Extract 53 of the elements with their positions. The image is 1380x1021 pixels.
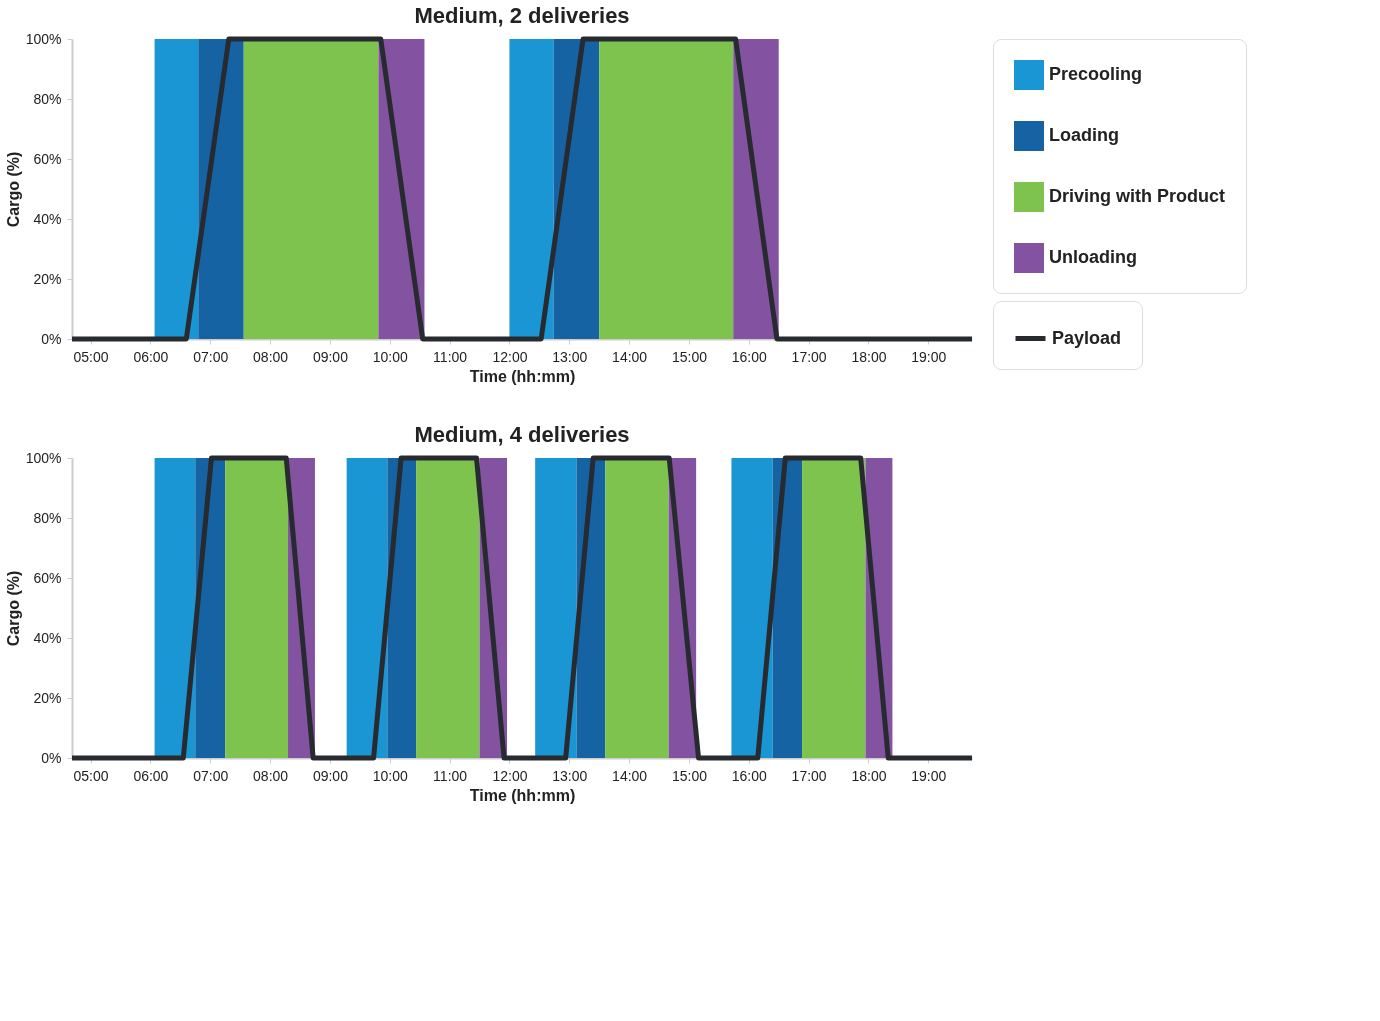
x-tick-label: 12:00 [492, 767, 528, 784]
x-tick-label: 19:00 [911, 767, 947, 784]
x-axis-title: Time (hh:mm) [469, 367, 576, 385]
x-tick-label: 07:00 [193, 348, 229, 365]
y-tick-label: 0% [41, 749, 62, 766]
y-axis-title: Cargo (%) [4, 570, 22, 647]
x-tick-label: 18:00 [851, 348, 887, 365]
y-tick-label: 20% [33, 689, 62, 706]
legend-label: Payload [1052, 327, 1122, 348]
x-tick-label: 13:00 [552, 348, 588, 365]
x-tick-label: 08:00 [253, 767, 289, 784]
chart-title: Medium, 2 deliveries [414, 3, 630, 28]
legend-label: Precooling [1049, 64, 1143, 84]
x-tick-label: 08:00 [253, 348, 289, 365]
x-tick-label: 05:00 [73, 348, 109, 365]
x-tick-label: 10:00 [372, 767, 408, 784]
legend-label: Loading [1049, 125, 1119, 145]
y-tick-label: 20% [33, 270, 62, 287]
x-tick-label: 11:00 [433, 767, 468, 784]
x-tick-label: 16:00 [731, 348, 768, 365]
x-tick-label: 14:00 [612, 767, 648, 784]
x-tick-label: 19:00 [911, 348, 947, 365]
legend-label: Driving with Product [1049, 186, 1226, 206]
x-tick-label: 10:00 [372, 348, 408, 365]
x-tick-label: 12:00 [492, 348, 528, 365]
y-tick-label: 60% [33, 150, 62, 167]
y-tick-label: 80% [33, 90, 62, 107]
x-tick-label: 09:00 [312, 767, 349, 784]
x-tick-label: 14:00 [612, 348, 648, 365]
x-tick-label: 05:00 [73, 767, 109, 784]
x-tick-label: 16:00 [731, 767, 768, 784]
x-tick-label: 06:00 [133, 348, 169, 365]
x-tick-label: 15:00 [671, 348, 708, 365]
y-axis-title: Cargo (%) [4, 151, 22, 228]
x-tick-label: 13:00 [552, 767, 588, 784]
y-tick-label: 40% [33, 629, 62, 646]
y-tick-label: 60% [33, 569, 62, 586]
x-tick-label: 15:00 [671, 767, 708, 784]
x-tick-label: 17:00 [791, 767, 827, 784]
chart-title: Medium, 4 deliveries [414, 422, 630, 447]
y-tick-label: 100% [25, 449, 62, 466]
y-tick-label: 40% [33, 210, 62, 227]
legend-label: Unloading [1049, 247, 1137, 267]
y-tick-label: 0% [41, 330, 62, 347]
x-tick-label: 06:00 [133, 767, 169, 784]
x-tick-label: 17:00 [791, 348, 827, 365]
x-tick-label: 09:00 [312, 348, 349, 365]
y-tick-label: 100% [25, 30, 62, 47]
x-axis-title: Time (hh:mm) [469, 786, 576, 804]
x-tick-label: 18:00 [851, 767, 887, 784]
x-tick-label: 07:00 [193, 767, 229, 784]
y-tick-label: 80% [33, 509, 62, 526]
x-tick-label: 11:00 [433, 348, 468, 365]
